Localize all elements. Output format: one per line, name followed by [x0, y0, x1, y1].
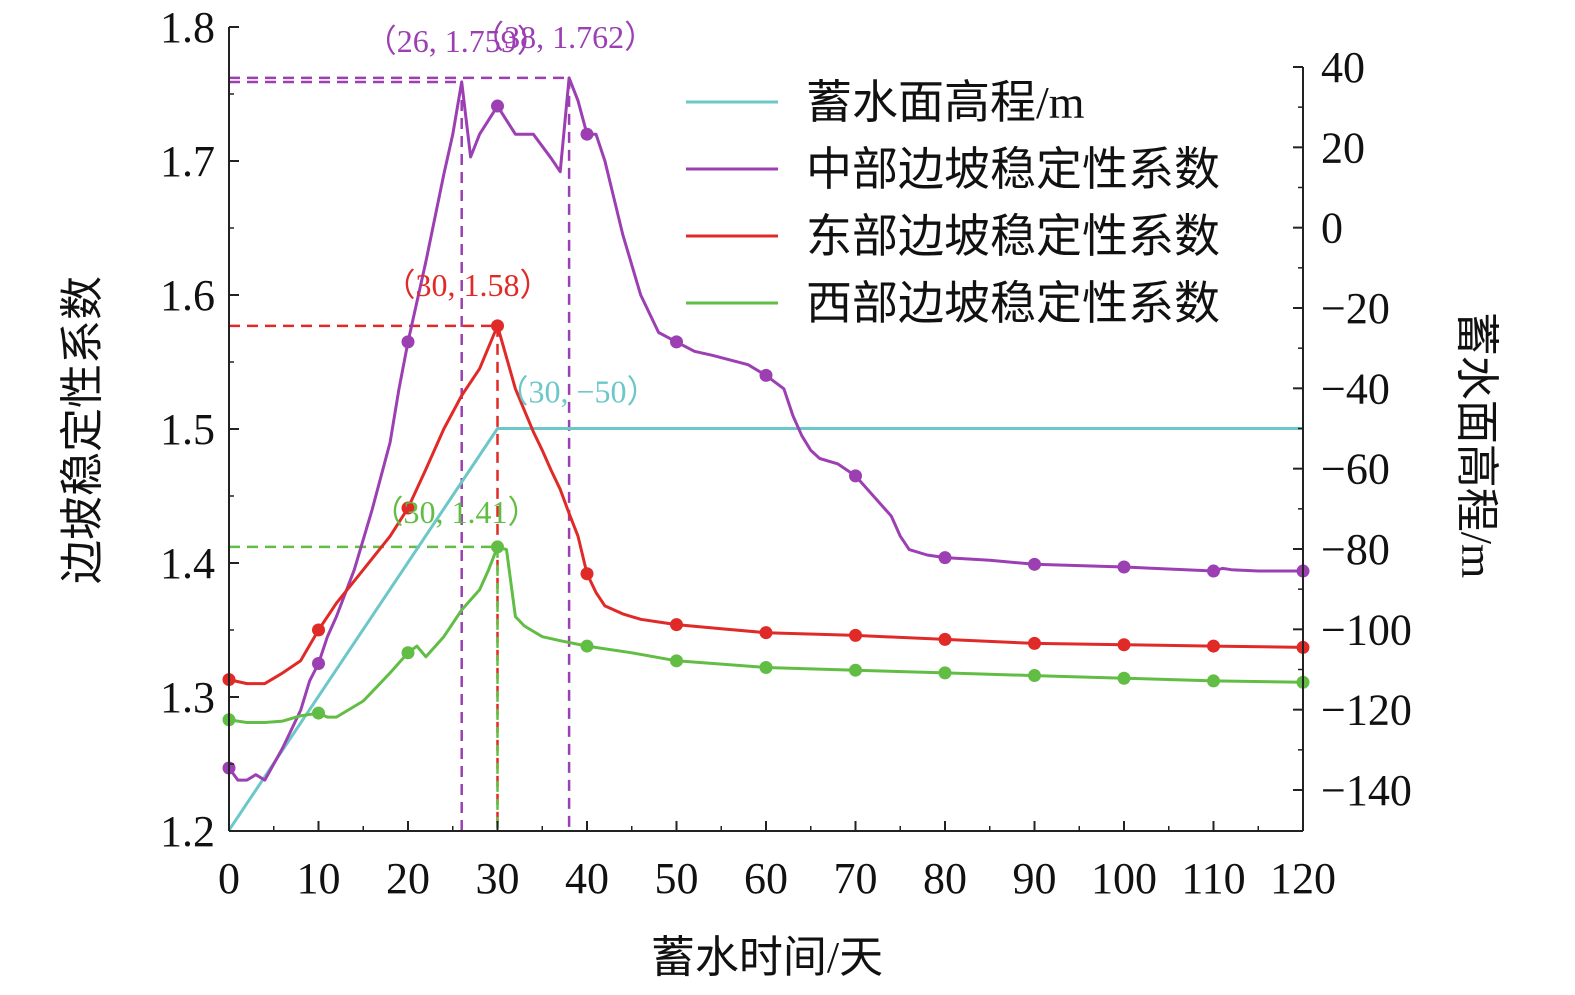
data-point — [312, 623, 325, 637]
x-tick-label: 90 — [1013, 854, 1057, 903]
annotation-label: （30, −50） — [496, 374, 658, 410]
x-tick-label: 20 — [386, 854, 430, 903]
annotation-label: （38, 1.762） — [472, 19, 656, 55]
data-point — [401, 335, 415, 349]
data-point — [849, 663, 862, 677]
y2-tick-label: −60 — [1321, 445, 1390, 494]
y2-tick-label: 20 — [1321, 123, 1365, 172]
series-line-0 — [227, 427, 1303, 832]
legend-label: 西部边坡稳定性系数 — [806, 278, 1220, 329]
y-tick-label: 1.6 — [160, 271, 215, 320]
data-point — [1028, 557, 1041, 571]
x-tick-label: 80 — [923, 854, 967, 903]
data-point — [1207, 564, 1220, 578]
y-tick-label: 1.4 — [160, 539, 215, 588]
data-point — [312, 657, 325, 670]
data-point — [1117, 638, 1131, 652]
data-point — [491, 319, 504, 333]
x-tick-label: 120 — [1270, 854, 1336, 903]
x-tick-label: 100 — [1091, 854, 1157, 903]
data-point — [401, 501, 415, 515]
x-tick-label: 10 — [297, 854, 341, 903]
axes: 0 10 20 30 40 50 60 70 80 90 100 110 120 1.2 1.3 1.4 1.5… — [160, 3, 1412, 903]
data-point — [1207, 639, 1220, 653]
data-point — [759, 626, 773, 640]
guide-lines — [229, 76, 571, 831]
y2-tick-label: −80 — [1321, 525, 1390, 574]
x-tick-label: 60 — [744, 854, 788, 903]
data-point — [1117, 671, 1131, 685]
data-point — [938, 632, 952, 646]
x-tick-label: 0 — [218, 854, 240, 903]
data-point — [1207, 674, 1220, 688]
series-line-1 — [227, 76, 1303, 782]
y-tick-label: 1.5 — [160, 405, 215, 454]
y-tick-label: 1.3 — [160, 673, 215, 722]
x-tick-label: 110 — [1181, 854, 1245, 903]
y2-tick-label: 0 — [1321, 204, 1343, 253]
x-tick-label: 40 — [565, 854, 609, 903]
annotation-label: （26, 1.759） — [365, 23, 549, 59]
data-point — [759, 368, 773, 382]
y2-axis-label: 蓄水面高程/m — [1452, 312, 1501, 578]
x-tick-label: 70 — [834, 854, 878, 903]
legend-label: 蓄水面高程/m — [806, 77, 1085, 128]
data-point — [938, 551, 952, 565]
y-tick-label: 1.7 — [160, 137, 215, 186]
legend-label: 中部边坡稳定性系数 — [806, 144, 1220, 195]
plot-series — [222, 76, 1310, 832]
data-point — [580, 639, 594, 653]
data-point — [1028, 636, 1041, 650]
legend-label: 东部边坡稳定性系数 — [806, 211, 1220, 262]
data-point — [580, 567, 594, 581]
data-point — [670, 654, 683, 668]
y-tick-label: 1.2 — [160, 807, 215, 856]
y2-tick-label: −100 — [1321, 605, 1412, 654]
annotation-label: （30, 1.58） — [383, 267, 551, 303]
annotation-label: （30, 1.41） — [371, 494, 539, 530]
data-point — [670, 335, 683, 349]
data-point — [580, 127, 594, 141]
data-point — [491, 540, 504, 554]
y2-tick-label: −40 — [1321, 364, 1390, 413]
data-point — [491, 99, 504, 113]
y2-tick-label: −140 — [1321, 766, 1412, 815]
x-axis-label: 蓄水时间/天 — [651, 933, 883, 982]
y2-tick-label: 40 — [1321, 43, 1365, 92]
data-point — [849, 628, 862, 642]
data-point — [312, 706, 325, 720]
annotations: （26, 1.759）（38, 1.762） （30, 1.58） （30, −50… — [365, 19, 659, 530]
data-point — [938, 666, 952, 680]
data-point — [1028, 669, 1041, 683]
y-axis-label: 边坡稳定性系数 — [58, 276, 107, 584]
data-point — [759, 661, 773, 675]
y2-tick-label: −20 — [1321, 284, 1390, 333]
data-point — [1117, 560, 1131, 574]
data-point — [849, 469, 862, 483]
data-point — [401, 646, 415, 660]
x-tick-label: 50 — [655, 854, 699, 903]
x-tick-label: 30 — [476, 854, 520, 903]
y-tick-label: 1.8 — [160, 3, 215, 52]
data-point — [670, 618, 683, 632]
y2-tick-label: −120 — [1321, 686, 1412, 735]
